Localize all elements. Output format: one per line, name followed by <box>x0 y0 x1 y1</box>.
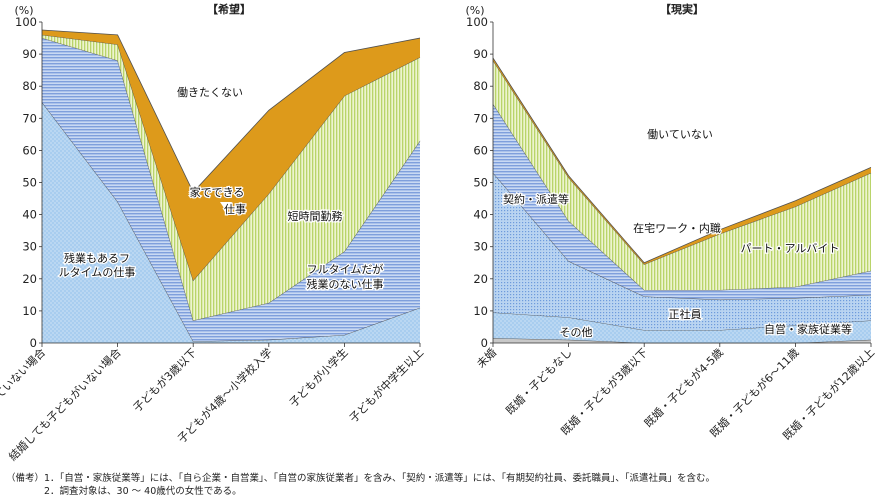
series-area-0 <box>42 102 420 343</box>
series-area-2 <box>42 34 420 321</box>
series-boundary-2 <box>41 34 421 282</box>
annotation-4: 残業もあるフ <box>64 251 130 265</box>
annotation-2: 在宅ワーク・内職 <box>633 221 721 235</box>
annotation-1: 契約・派遣等 <box>503 192 569 206</box>
series-area-3 <box>42 30 420 281</box>
annotation-6: フルタイムだが <box>307 262 384 276</box>
chart-title: 【希望】 <box>207 2 251 16</box>
y-tick-label-70: 70 <box>473 111 488 125</box>
x-tick-label-2: 子どもが3歳以下 <box>130 345 199 414</box>
series-area-4 <box>493 60 871 291</box>
series-area-2 <box>493 172 871 331</box>
y-tick-label-60: 60 <box>473 143 488 157</box>
y-tick-label-10: 10 <box>473 304 488 318</box>
x-tick-label-4: 子どもが小学生 <box>286 345 350 409</box>
series-area-1 <box>42 38 420 342</box>
series-area-3 <box>493 103 871 300</box>
y-tick-label-0: 0 <box>30 336 37 350</box>
annotation-5: その他 <box>560 326 593 339</box>
y-tick-label-0: 0 <box>481 336 488 350</box>
series-area-5 <box>493 57 871 265</box>
x-tick-label-0: 結婚していない場合 <box>0 345 48 425</box>
annotation-3: パート・アルバイト <box>741 242 840 255</box>
annotation-0: 働きたくない <box>177 86 243 99</box>
series-boundary-5 <box>492 57 872 264</box>
x-tick-label-0: 未婚 <box>474 345 499 370</box>
y-tick-label-30: 30 <box>22 240 37 254</box>
annotation-1: 家でできる <box>190 185 245 199</box>
y-tick-label-40: 40 <box>473 208 488 222</box>
y-tick-label-100: 100 <box>15 15 37 29</box>
y-tick-label-50: 50 <box>22 176 37 190</box>
y-tick-label-30: 30 <box>473 240 488 254</box>
y-tick-label-20: 20 <box>22 272 37 286</box>
y-tick-label-90: 90 <box>473 47 488 61</box>
y-tick-label-100: 100 <box>466 15 488 29</box>
right-chart-panel: 0 10 20 30 40 50 60 70 80 90 100(%) 【現実】未婚 既婚・子どもなし既… <box>465 2 875 443</box>
annotation-0: 働いていない <box>647 128 713 141</box>
y-axis-label: (%) <box>465 4 484 17</box>
footnote-2: 2．調査対象は、30 ～ 40歳代の女性である。 <box>44 486 242 497</box>
x-tick-label-5: 子どもが中学生以上 <box>346 345 426 425</box>
series-boundary-1 <box>41 37 421 322</box>
y-tick-label-20: 20 <box>473 272 488 286</box>
series-area-0 <box>493 338 871 343</box>
y-tick-label-50: 50 <box>473 176 488 190</box>
series-area-1 <box>493 312 871 343</box>
annotation-4: 正社員 <box>669 307 702 321</box>
y-axis-label: (%) <box>14 4 33 17</box>
series-boundary-3 <box>41 29 421 193</box>
annotation-7: 残業のない仕事 <box>307 277 384 291</box>
y-tick-label-60: 60 <box>22 143 37 157</box>
x-tick-label-2: 既婚・子どもが3歳以下 <box>558 345 651 438</box>
y-tick-label-80: 80 <box>22 79 37 93</box>
chart-title: 【現実】 <box>660 2 704 16</box>
y-tick-label-80: 80 <box>473 79 488 93</box>
y-tick-label-40: 40 <box>22 208 37 222</box>
annotation-2: 仕事 <box>224 203 246 216</box>
annotation-6: 自営・家族従業等 <box>764 322 852 336</box>
footnote-1: （備考）1．「自営・家族従業等」には、「自ら企業・自営業」、「自営の家族従業者」… <box>6 473 716 484</box>
callout-notch <box>220 202 232 211</box>
annotation-5: ルタイムの仕事 <box>59 266 136 279</box>
y-tick-label-70: 70 <box>22 111 37 125</box>
annotation-3: 短時間勤務 <box>288 209 343 223</box>
x-tick-label-3: 既婚・子どもが4-5歳 <box>641 345 726 430</box>
y-tick-label-90: 90 <box>22 47 37 61</box>
x-tick-label-1: 既婚・子どもなし <box>503 345 575 417</box>
y-tick-label-10: 10 <box>22 304 37 318</box>
